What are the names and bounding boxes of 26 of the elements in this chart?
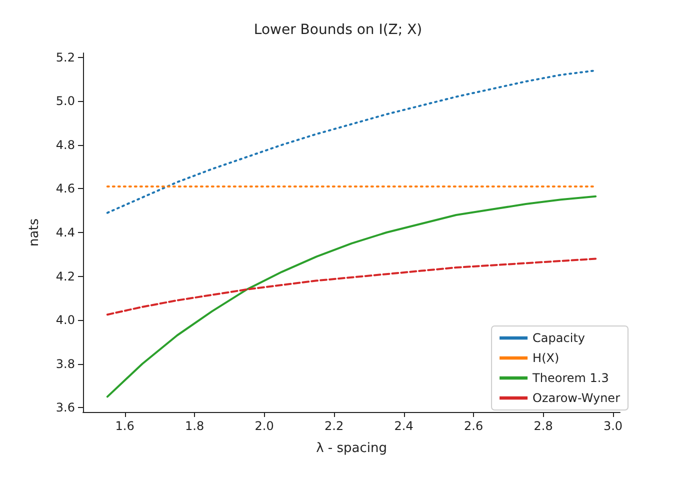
x-tick-label: 2.6 [464, 419, 484, 433]
x-tick-label: 2.4 [394, 419, 414, 433]
y-tick-label: 4.6 [56, 182, 75, 196]
chart-title: Lower Bounds on I(Z; X) [254, 22, 422, 38]
y-tick-label: 3.6 [56, 400, 75, 415]
x-tick-label: 2.0 [254, 419, 274, 433]
x-tick-label: 2.2 [324, 419, 344, 433]
x-tick-label: 3.0 [603, 419, 623, 433]
legend-label: Theorem 1.3 [532, 371, 609, 385]
y-tick-label: 4.4 [56, 226, 75, 240]
y-axis-title: nats [27, 218, 42, 247]
legend-label: Capacity [532, 331, 586, 345]
x-axis-title: λ - spacing [316, 441, 387, 456]
y-tick-label: 5.2 [56, 50, 75, 64]
legend-label: Ozarow-Wyner [532, 391, 620, 405]
legend-label: H(X) [532, 351, 560, 365]
y-tick-label: 4.0 [56, 313, 75, 328]
line-series [106, 70, 597, 214]
x-tick-label: 2.8 [534, 419, 553, 433]
y-tick-label: 4.2 [56, 269, 75, 284]
line-series [106, 258, 597, 316]
y-tick-label: 5.0 [56, 94, 75, 108]
x-tick-label: 1.8 [185, 419, 204, 433]
x-tick-label: 1.6 [115, 419, 134, 433]
y-tick-label: 3.8 [56, 356, 75, 371]
y-tick-label: 4.8 [56, 138, 75, 152]
